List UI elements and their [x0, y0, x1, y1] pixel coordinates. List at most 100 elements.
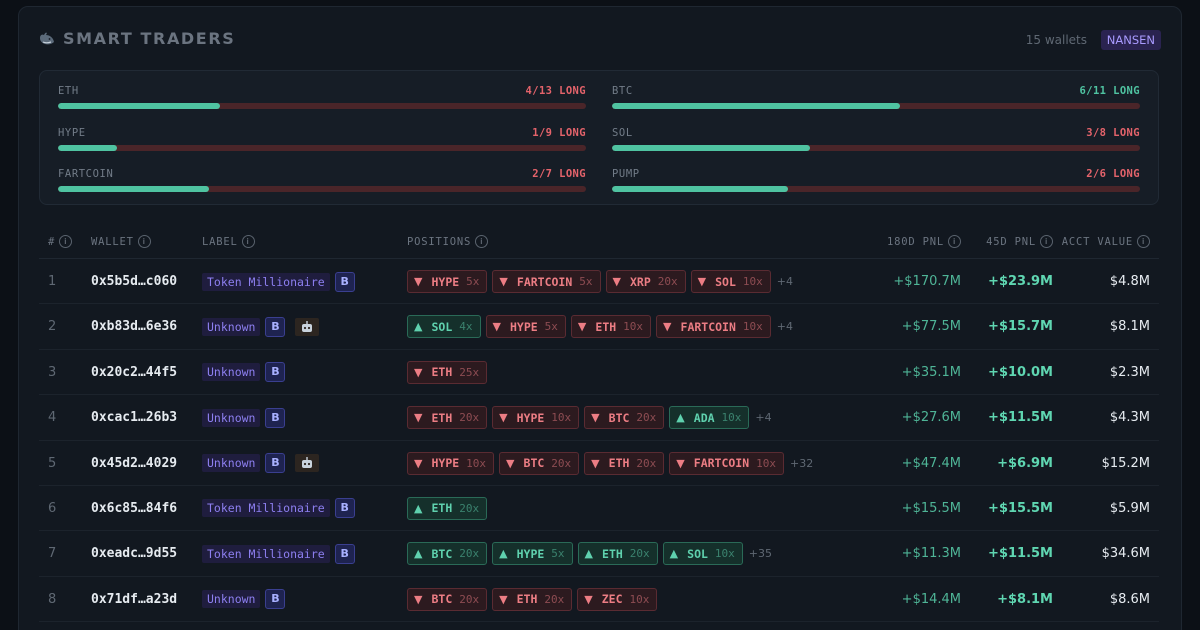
position-chip-long[interactable]: ▲ BTC 20x — [407, 542, 488, 566]
label-cell: Token Millionaire B — [202, 486, 355, 531]
b-badge[interactable]: B — [334, 498, 355, 519]
long-ratio-bar-fill — [58, 103, 221, 109]
wallet-label-tag: Unknown — [202, 408, 261, 427]
position-coin: ZEC — [601, 592, 623, 607]
position-chip-short[interactable]: ▼ ETH 20x — [492, 587, 573, 611]
position-chip-short[interactable]: ▼ HYPE 10x — [407, 451, 495, 475]
table-row[interactable]: 7 0xeadc…9d55 Token Millionaire B ▲ BTC 20x ▲ HY… — [39, 531, 1159, 577]
wallet-address-link[interactable]: 0x71df…a23d — [91, 591, 178, 607]
wallet-address-link[interactable]: 0xcac1…26b3 — [91, 410, 178, 426]
position-chip-short[interactable]: ▼ FARTCOIN 10x — [669, 451, 785, 475]
label-cell: Token Millionaire B — [202, 259, 355, 304]
long-ratio-bar-fill — [58, 145, 117, 151]
position-chip-long[interactable]: ▲ ETH 20x — [407, 496, 488, 520]
metric-pump: PUMP 2/6 LONG — [612, 168, 1140, 198]
col-positions-header[interactable]: POSITIONS i — [407, 235, 489, 248]
info-icon[interactable]: i — [59, 235, 73, 248]
position-chip-short[interactable]: ▼ FARTCOIN 5x — [492, 270, 601, 293]
position-chip-short[interactable]: ▼ SOL 10x — [690, 270, 771, 293]
position-leverage: 20x — [636, 456, 657, 470]
wallet-address-link[interactable]: 0x45d2…4029 — [91, 455, 178, 471]
table-row[interactable]: 1 0x5b5d…c060 Token Millionaire B ▼ HYPE 5x ▼ FA… — [39, 259, 1159, 305]
table-row[interactable]: 2 0xb83d…6e36 Unknown B ▲ SOL 4x ▼ HYPE 5x ▼ ETH 10x… — [39, 304, 1159, 350]
position-leverage: 5x — [544, 320, 558, 334]
position-chip-long[interactable]: ▲ ADA 10x — [669, 406, 750, 430]
short-arrow-icon: ▼ — [697, 275, 707, 288]
position-chip-short[interactable]: ▼ ETH 20x — [407, 406, 488, 430]
table-row[interactable]: 6 0x6c85…84f6 Token Millionaire B ▲ ETH 20x +$1… — [39, 486, 1159, 532]
metric-long-ratio: 4/13 LONG — [525, 85, 586, 97]
position-chip-short[interactable]: ▼ ZEC 10x — [577, 587, 658, 611]
more-positions-count[interactable]: +4 — [755, 411, 772, 425]
bot-icon — [295, 454, 320, 473]
position-leverage: 10x — [742, 275, 763, 288]
position-chip-long[interactable]: ▲ HYPE 5x — [492, 542, 573, 566]
col-pnl180-header[interactable]: 180D PNL i — [887, 235, 961, 248]
col-pnl45-header[interactable]: 45D PNL i — [986, 235, 1053, 248]
wallet-address-link[interactable]: 0xeadc…9d55 — [91, 546, 178, 562]
b-badge[interactable]: B — [265, 362, 286, 383]
wallet-label-tag: Unknown — [202, 454, 261, 473]
long-ratio-bar — [58, 103, 586, 109]
positions-cell: ▼ BTC 20x ▼ ETH 20x ▼ ZEC 10x — [407, 577, 658, 622]
position-chip-short[interactable]: ▼ BTC 20x — [499, 451, 580, 475]
wallet-label-tag: Unknown — [202, 590, 261, 609]
b-badge[interactable]: B — [265, 453, 286, 474]
wallet-address-link[interactable]: 0xb83d…6e36 — [91, 319, 178, 335]
position-leverage: 20x — [459, 592, 480, 606]
metric-btc: BTC 6/11 LONG — [612, 85, 1140, 115]
wallet-address-link[interactable]: 0x20c2…44f5 — [91, 364, 178, 380]
position-chip-short[interactable]: ▼ HYPE 5x — [407, 270, 488, 293]
table-row[interactable]: 3 0x20c2…44f5 Unknown B ▼ ETH 25x +$35.1M +$10.0… — [39, 350, 1159, 396]
position-chip-short[interactable]: ▼ HYPE 5x — [485, 315, 566, 339]
more-positions-count[interactable]: +35 — [748, 547, 773, 561]
table-row[interactable]: 5 0x45d2…4029 Unknown B ▼ HYPE 10x ▼ BTC 20x ▼ ETH 2… — [39, 441, 1159, 486]
b-badge[interactable]: B — [334, 543, 355, 564]
position-chip-long[interactable]: ▲ ETH 20x — [577, 542, 658, 566]
position-coin: ETH — [431, 410, 453, 425]
position-chip-long[interactable]: ▲ SOL 4x — [407, 315, 481, 339]
position-chip-long[interactable]: ▲ SOL 10x — [662, 542, 743, 566]
position-chip-short[interactable]: ▼ FARTCOIN 10x — [656, 315, 771, 339]
b-badge[interactable]: B — [265, 407, 286, 428]
b-badge[interactable]: B — [265, 316, 286, 337]
more-positions-count[interactable]: +32 — [790, 456, 814, 470]
pnl-45d: +$23.9M — [988, 274, 1053, 289]
short-arrow-icon: ▼ — [414, 365, 423, 379]
position-chip-short[interactable]: ▼ ETH 20x — [584, 451, 665, 475]
wallet-address-link[interactable]: 0x6c85…84f6 — [91, 500, 178, 516]
info-icon[interactable]: i — [1137, 235, 1150, 248]
table-row[interactable]: 8 0x71df…a23d Unknown B ▼ BTC 20x ▼ ETH 20x ▼ ZEC 10… — [39, 577, 1159, 623]
long-ratio-bar-fill — [58, 186, 209, 192]
position-chip-short[interactable]: ▼ BTC 20x — [584, 406, 665, 430]
more-positions-count[interactable]: +4 — [776, 275, 793, 288]
positions-cell: ▲ BTC 20x ▲ HYPE 5x ▲ ETH 20x ▲ SOL 10x +35 — [407, 531, 772, 576]
info-icon[interactable]: i — [137, 235, 151, 248]
col-idx-header[interactable]: # i — [48, 235, 73, 248]
short-arrow-icon: ▼ — [492, 320, 501, 334]
col-acct-header[interactable]: ACCT VALUE i — [1062, 235, 1150, 248]
position-chip-short[interactable]: ▼ XRP 20x — [605, 270, 686, 293]
more-positions-count[interactable]: +4 — [776, 320, 793, 334]
col-wallet-header[interactable]: WALLET i — [91, 235, 151, 248]
long-ratio-bar — [58, 145, 586, 151]
position-chip-short[interactable]: ▼ HYPE 10x — [492, 406, 580, 430]
info-icon[interactable]: i — [241, 235, 255, 248]
metric-long-ratio: 3/8 LONG — [1086, 127, 1140, 139]
info-icon[interactable]: i — [475, 235, 489, 248]
b-badge[interactable]: B — [265, 589, 286, 610]
position-chip-short[interactable]: ▼ ETH 10x — [570, 315, 652, 339]
position-chip-short[interactable]: ▼ BTC 20x — [407, 587, 488, 611]
row-index: 4 — [48, 410, 57, 426]
label-cell: Unknown B — [202, 395, 286, 440]
table-row[interactable]: 4 0xcac1…26b3 Unknown B ▼ ETH 20x ▼ HYPE 10x ▼ BTC 2… — [39, 395, 1159, 441]
position-chip-short[interactable]: ▼ ETH 25x — [407, 360, 488, 384]
col-label-header[interactable]: LABEL i — [202, 235, 255, 248]
info-icon[interactable]: i — [948, 235, 961, 248]
position-leverage: 20x — [551, 456, 572, 470]
nansen-badge[interactable]: NANSEN — [1100, 30, 1161, 50]
wallet-address-link[interactable]: 0x5b5d…c060 — [91, 274, 178, 289]
info-icon[interactable]: i — [1040, 235, 1053, 248]
b-badge[interactable]: B — [334, 271, 355, 292]
position-leverage: 10x — [756, 456, 777, 470]
